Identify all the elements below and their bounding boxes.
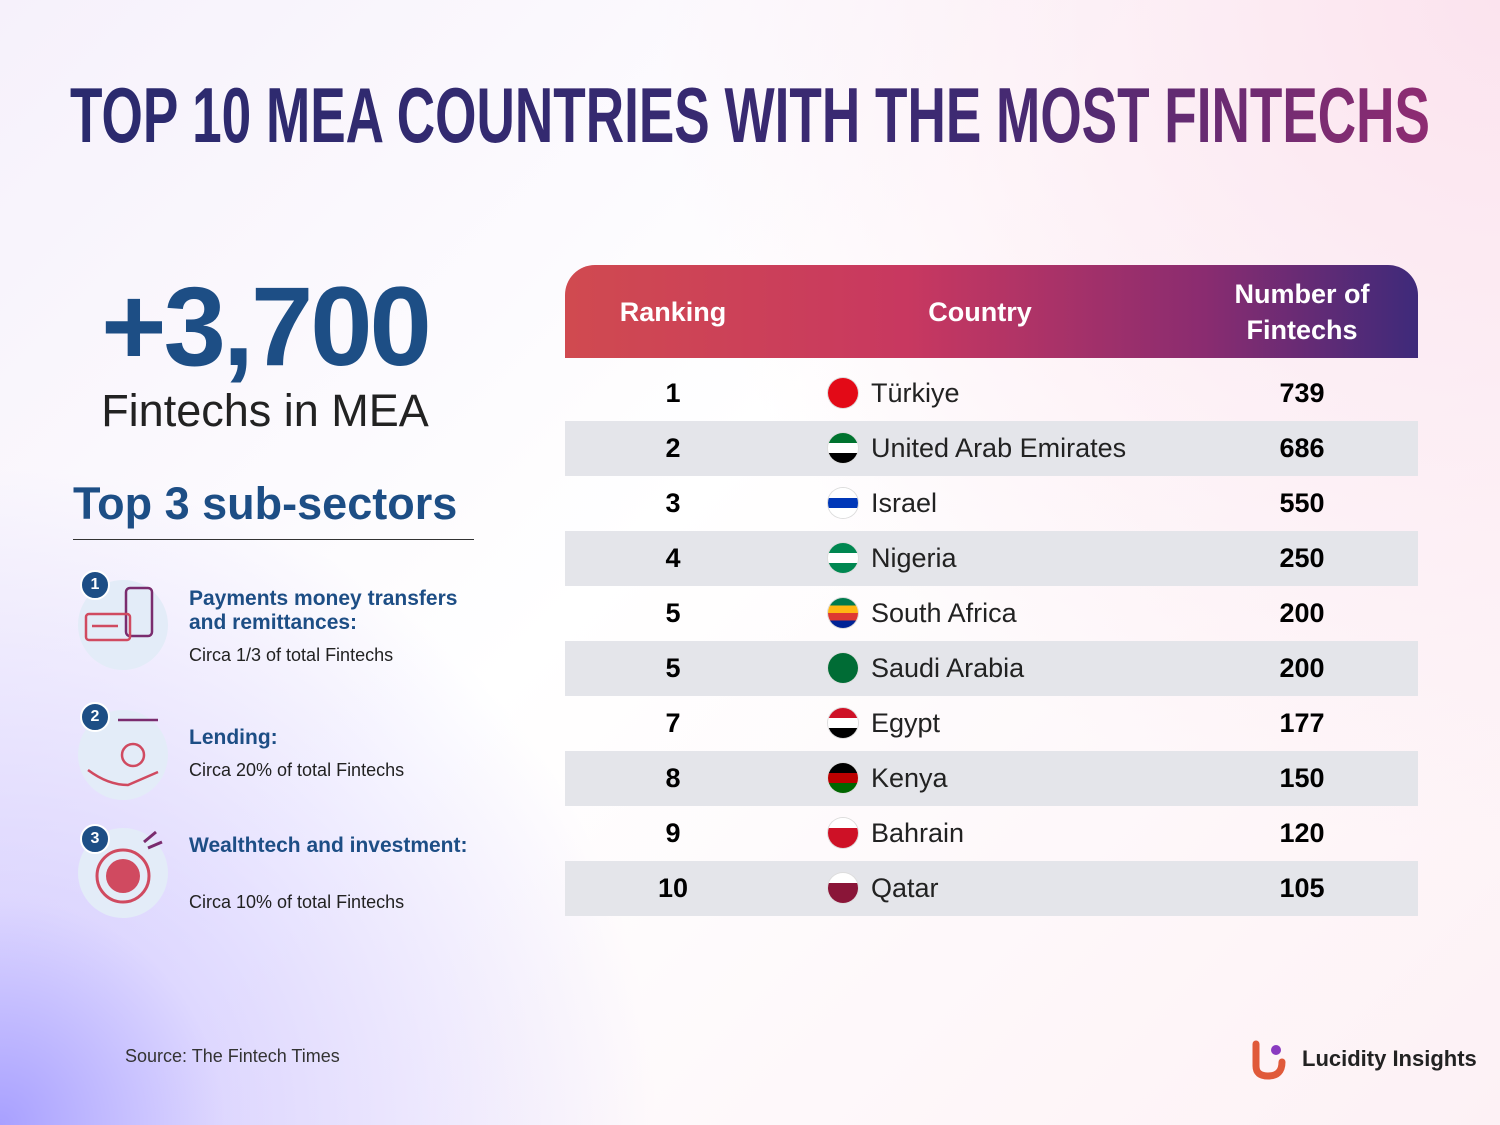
table-row: 7 Egypt 177 <box>565 696 1418 751</box>
rank-cell: 4 <box>665 543 681 573</box>
table-header: Ranking Country Number of Fintechs <box>565 265 1418 358</box>
subsector-description: Circa 10% of total Fintechs <box>189 892 405 912</box>
brand-logo <box>1252 1040 1286 1080</box>
country-cell: Egypt <box>871 708 941 738</box>
flag-icon <box>828 378 858 408</box>
header-cell: Country <box>928 296 1032 327</box>
count-cell: 150 <box>1279 763 1325 793</box>
country-cell: Türkiye <box>871 378 960 408</box>
country-cell: Bahrain <box>871 818 965 848</box>
header-cell: Ranking <box>619 296 727 327</box>
rank-cell: 5 <box>665 598 681 628</box>
table-row: 2 United Arab Emirates 686 <box>565 421 1418 476</box>
rank-cell: 7 <box>665 708 681 738</box>
count-cell: 686 <box>1279 433 1325 463</box>
count-cell: 550 <box>1279 488 1325 518</box>
rank-cell: 1 <box>665 378 681 408</box>
country-cell: Nigeria <box>871 543 957 573</box>
table-row: 5 Saudi Arabia 200 <box>565 641 1418 696</box>
flag-icon <box>828 543 858 573</box>
country-cell: Israel <box>871 488 938 518</box>
country-cell: United Arab Emirates <box>871 433 1127 463</box>
table-row: 1 Türkiye 739 <box>565 366 1418 421</box>
count-cell: 200 <box>1279 598 1325 628</box>
flag-icon <box>828 598 858 628</box>
badge: 3 <box>80 824 110 854</box>
country-cell: South Africa <box>871 598 1017 628</box>
title: TOP 10 MEA COUNTRIES WITH THE MOST FINTE… <box>70 71 1430 159</box>
rank-cell: 2 <box>665 433 681 463</box>
flag-icon <box>828 873 858 903</box>
flag-icon <box>828 653 858 683</box>
rank-cell: 10 <box>657 873 689 903</box>
icon-art <box>95 830 163 904</box>
count-cell: 200 <box>1279 653 1325 683</box>
flag-icon <box>828 818 858 848</box>
country-cell: Kenya <box>871 763 948 793</box>
subsector-title: Payments money transfers and remittances… <box>189 587 458 634</box>
table-row: 8 Kenya 150 <box>565 751 1418 806</box>
subsector-title: Wealthtech and investment: <box>189 834 468 857</box>
rank-cell: 5 <box>665 653 681 683</box>
rank-cell: 9 <box>665 818 681 848</box>
table-row: 9 Bahrain 120 <box>565 806 1418 861</box>
country-cell: Qatar <box>871 873 939 903</box>
badge: 1 <box>80 570 110 600</box>
flag-icon <box>828 708 858 738</box>
brand: Lucidity Insights <box>1302 1046 1477 1071</box>
flag-icon <box>828 433 858 463</box>
icon-art <box>87 718 159 787</box>
country-cell: Saudi Arabia <box>871 653 1025 683</box>
title-area: TOP 10 MEA COUNTRIES WITH THE MOST FINTE… <box>70 71 1430 159</box>
subsector-description: Circa 20% of total Fintechs <box>189 760 405 780</box>
header-cell: Number of Fintechs <box>1234 278 1370 345</box>
flag-icon <box>828 763 858 793</box>
count-cell: 177 <box>1279 708 1325 738</box>
subsectors-heading: Top 3 sub-sectors <box>73 478 458 529</box>
rank-cell: 8 <box>665 763 681 793</box>
count-cell: 105 <box>1279 873 1325 903</box>
highlight-caption: Fintechs in MEA <box>101 385 429 436</box>
table-row: 4 Nigeria 250 <box>565 531 1418 586</box>
table-row: 10 Qatar 105 <box>565 861 1418 916</box>
count-cell: 739 <box>1279 378 1325 408</box>
subsector-title: Lending: <box>189 726 278 749</box>
flag-icon <box>828 488 858 518</box>
count-cell: 120 <box>1279 818 1325 848</box>
icon-art <box>84 586 154 642</box>
divider <box>73 539 474 540</box>
table-row: 3 Israel 550 <box>565 476 1418 531</box>
badge: 2 <box>80 702 110 732</box>
table-row: 5 South Africa 200 <box>565 586 1418 641</box>
source: Source: The Fintech Times <box>125 1046 340 1066</box>
count-cell: 250 <box>1279 543 1325 573</box>
highlight-value: +3,700 <box>101 264 432 389</box>
subsector-description: Circa 1/3 of total Fintechs <box>189 645 394 665</box>
rank-cell: 3 <box>665 488 681 518</box>
